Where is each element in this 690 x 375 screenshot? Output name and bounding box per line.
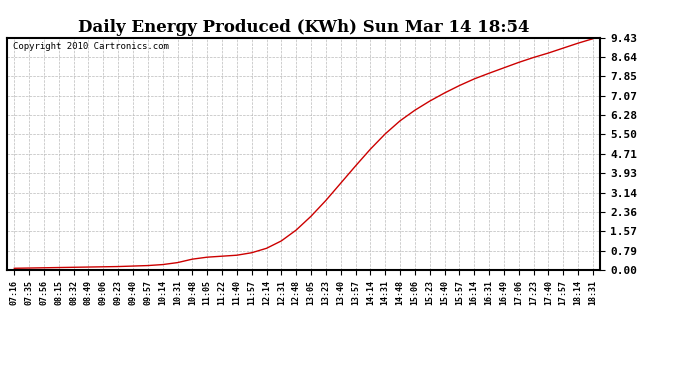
Text: Copyright 2010 Cartronics.com: Copyright 2010 Cartronics.com xyxy=(13,42,169,51)
Title: Daily Energy Produced (KWh) Sun Mar 14 18:54: Daily Energy Produced (KWh) Sun Mar 14 1… xyxy=(78,19,529,36)
